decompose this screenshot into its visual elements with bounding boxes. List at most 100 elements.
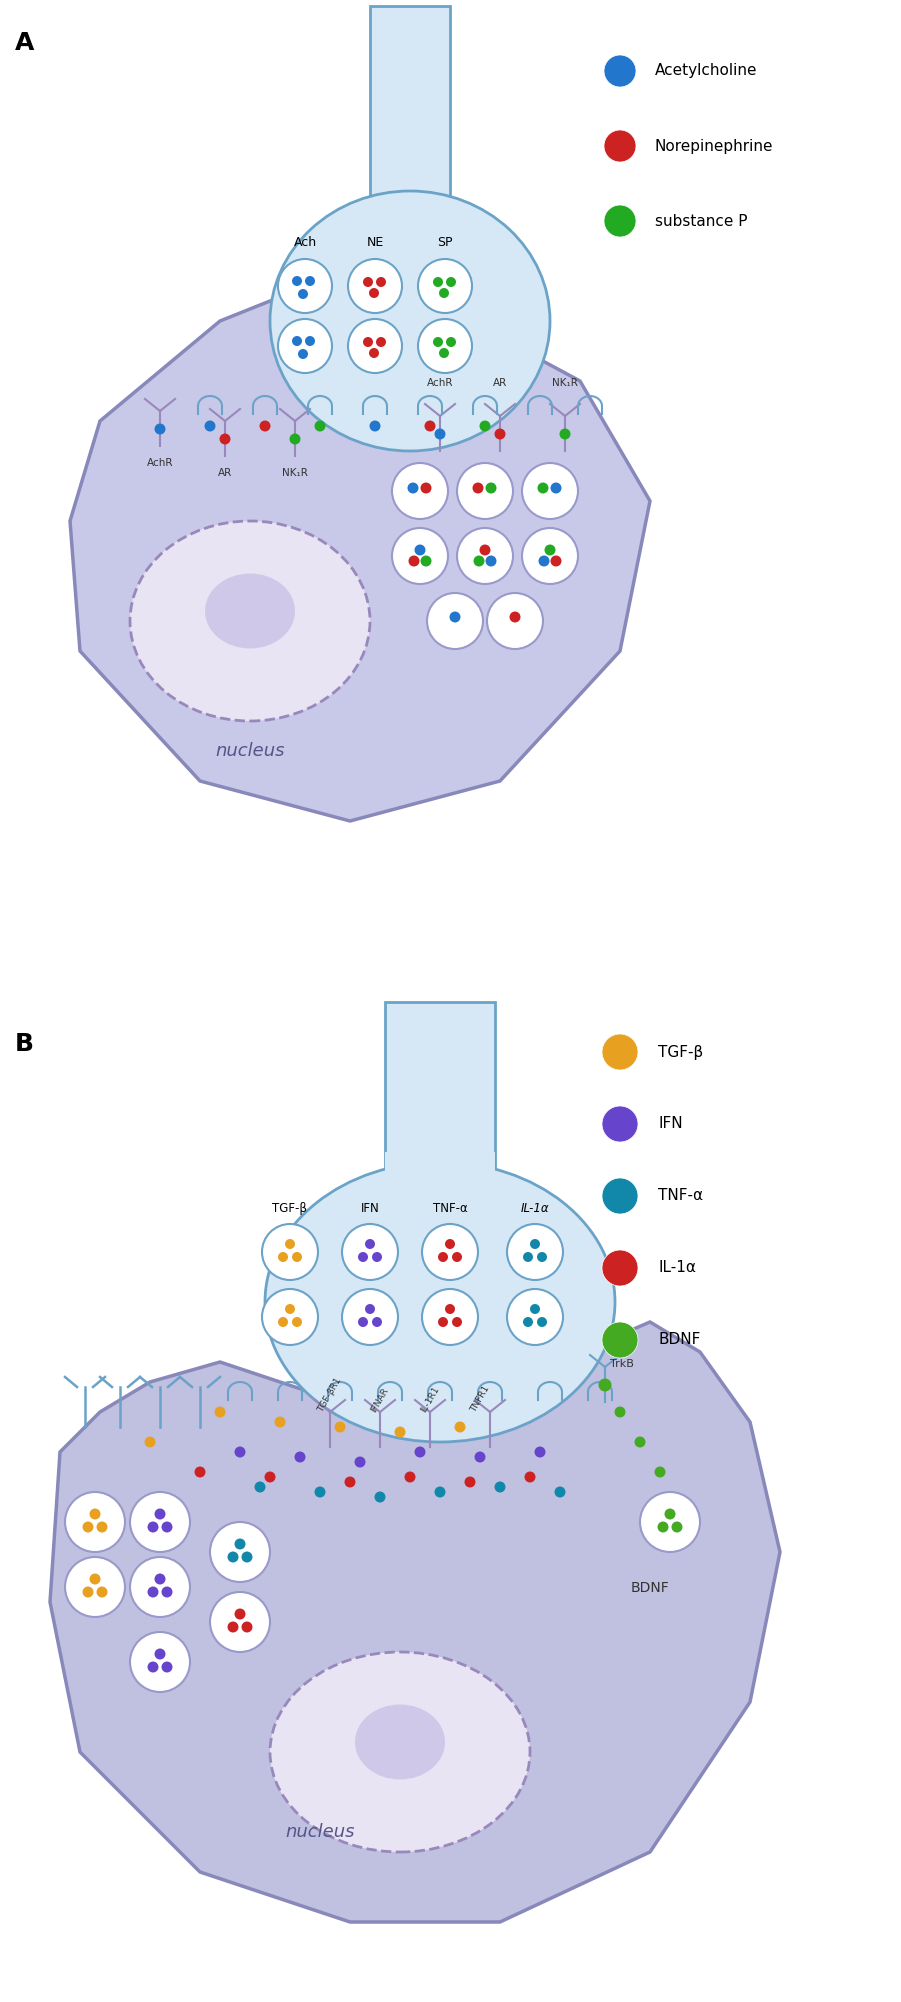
Circle shape bbox=[604, 130, 636, 162]
Text: BDNF: BDNF bbox=[658, 1333, 700, 1347]
Circle shape bbox=[602, 1321, 638, 1357]
Circle shape bbox=[602, 1177, 638, 1213]
Polygon shape bbox=[50, 1321, 780, 1922]
Ellipse shape bbox=[205, 573, 295, 649]
Circle shape bbox=[214, 1407, 225, 1417]
Circle shape bbox=[205, 420, 215, 432]
Circle shape bbox=[422, 1223, 478, 1279]
Circle shape bbox=[450, 611, 460, 623]
Circle shape bbox=[65, 1491, 125, 1552]
Text: IFN: IFN bbox=[360, 1201, 379, 1215]
Text: AR: AR bbox=[218, 468, 232, 478]
Circle shape bbox=[598, 1379, 612, 1391]
Circle shape bbox=[424, 420, 435, 432]
Circle shape bbox=[292, 1251, 302, 1261]
Circle shape bbox=[507, 1289, 563, 1345]
Circle shape bbox=[472, 482, 484, 494]
Text: A: A bbox=[15, 30, 34, 54]
Circle shape bbox=[445, 1303, 455, 1313]
Circle shape bbox=[372, 1251, 382, 1261]
Circle shape bbox=[292, 276, 302, 286]
Circle shape bbox=[292, 1317, 302, 1327]
Circle shape bbox=[446, 336, 456, 346]
Circle shape bbox=[295, 1451, 305, 1463]
Circle shape bbox=[534, 1447, 545, 1457]
Circle shape bbox=[507, 1223, 563, 1279]
Circle shape bbox=[434, 1487, 445, 1497]
Circle shape bbox=[89, 1508, 101, 1520]
Circle shape bbox=[148, 1662, 159, 1672]
Text: Norepinephrine: Norepinephrine bbox=[655, 138, 773, 154]
Circle shape bbox=[369, 420, 380, 432]
Text: TNF-α: TNF-α bbox=[432, 1201, 468, 1215]
Circle shape bbox=[154, 1648, 166, 1660]
Circle shape bbox=[83, 1586, 94, 1598]
Circle shape bbox=[487, 593, 543, 649]
Circle shape bbox=[422, 1289, 478, 1345]
Circle shape bbox=[305, 336, 315, 346]
Text: IFN: IFN bbox=[658, 1117, 683, 1131]
Text: BDNF: BDNF bbox=[631, 1582, 669, 1596]
Ellipse shape bbox=[270, 190, 550, 450]
Text: AR: AR bbox=[493, 378, 507, 388]
Circle shape bbox=[210, 1592, 270, 1652]
Circle shape bbox=[538, 482, 549, 494]
Text: SP: SP bbox=[437, 236, 452, 248]
Circle shape bbox=[551, 482, 561, 494]
Circle shape bbox=[298, 348, 308, 358]
Circle shape bbox=[278, 258, 332, 312]
Text: TNFR1: TNFR1 bbox=[469, 1383, 491, 1413]
Circle shape bbox=[452, 1251, 462, 1261]
Circle shape bbox=[130, 1558, 190, 1618]
Circle shape bbox=[305, 276, 315, 286]
Circle shape bbox=[227, 1552, 239, 1562]
Ellipse shape bbox=[130, 521, 370, 721]
Circle shape bbox=[348, 258, 402, 312]
Circle shape bbox=[314, 1487, 325, 1497]
Circle shape bbox=[96, 1586, 107, 1598]
Circle shape bbox=[418, 258, 472, 312]
Circle shape bbox=[457, 529, 513, 585]
Circle shape bbox=[522, 462, 578, 519]
Circle shape bbox=[392, 529, 448, 585]
Circle shape bbox=[445, 1239, 455, 1249]
Circle shape bbox=[365, 1239, 375, 1249]
Circle shape bbox=[227, 1622, 239, 1632]
Ellipse shape bbox=[265, 1161, 615, 1441]
Circle shape bbox=[640, 1491, 700, 1552]
Circle shape bbox=[544, 545, 556, 555]
Circle shape bbox=[358, 1251, 368, 1261]
Circle shape bbox=[495, 1481, 505, 1493]
FancyBboxPatch shape bbox=[385, 1001, 495, 1171]
Text: AchR: AchR bbox=[427, 378, 453, 388]
Circle shape bbox=[348, 318, 402, 372]
Circle shape bbox=[634, 1437, 645, 1447]
Circle shape bbox=[89, 1574, 101, 1584]
Text: NE: NE bbox=[367, 236, 384, 248]
Circle shape bbox=[551, 555, 561, 567]
Circle shape bbox=[365, 1303, 375, 1313]
Circle shape bbox=[210, 1522, 270, 1582]
Circle shape bbox=[433, 336, 443, 346]
Circle shape bbox=[342, 1289, 398, 1345]
Text: IL-1R1: IL-1R1 bbox=[419, 1385, 441, 1413]
Circle shape bbox=[265, 1471, 276, 1483]
Circle shape bbox=[602, 1033, 638, 1069]
Text: IL-1α: IL-1α bbox=[521, 1201, 550, 1215]
Ellipse shape bbox=[270, 1652, 530, 1852]
Circle shape bbox=[418, 318, 472, 372]
Text: nucleus: nucleus bbox=[286, 1824, 355, 1842]
Circle shape bbox=[665, 1508, 676, 1520]
Circle shape bbox=[604, 204, 636, 236]
Circle shape bbox=[509, 611, 521, 623]
Polygon shape bbox=[70, 280, 650, 821]
Text: IFNAR: IFNAR bbox=[369, 1385, 391, 1413]
Circle shape bbox=[446, 276, 456, 286]
Text: nucleus: nucleus bbox=[215, 743, 285, 761]
Circle shape bbox=[614, 1407, 625, 1417]
Circle shape bbox=[292, 336, 302, 346]
Text: TGF-β: TGF-β bbox=[658, 1045, 704, 1059]
Circle shape bbox=[537, 1317, 547, 1327]
Circle shape bbox=[259, 420, 270, 432]
Text: IL-1α: IL-1α bbox=[658, 1261, 696, 1275]
